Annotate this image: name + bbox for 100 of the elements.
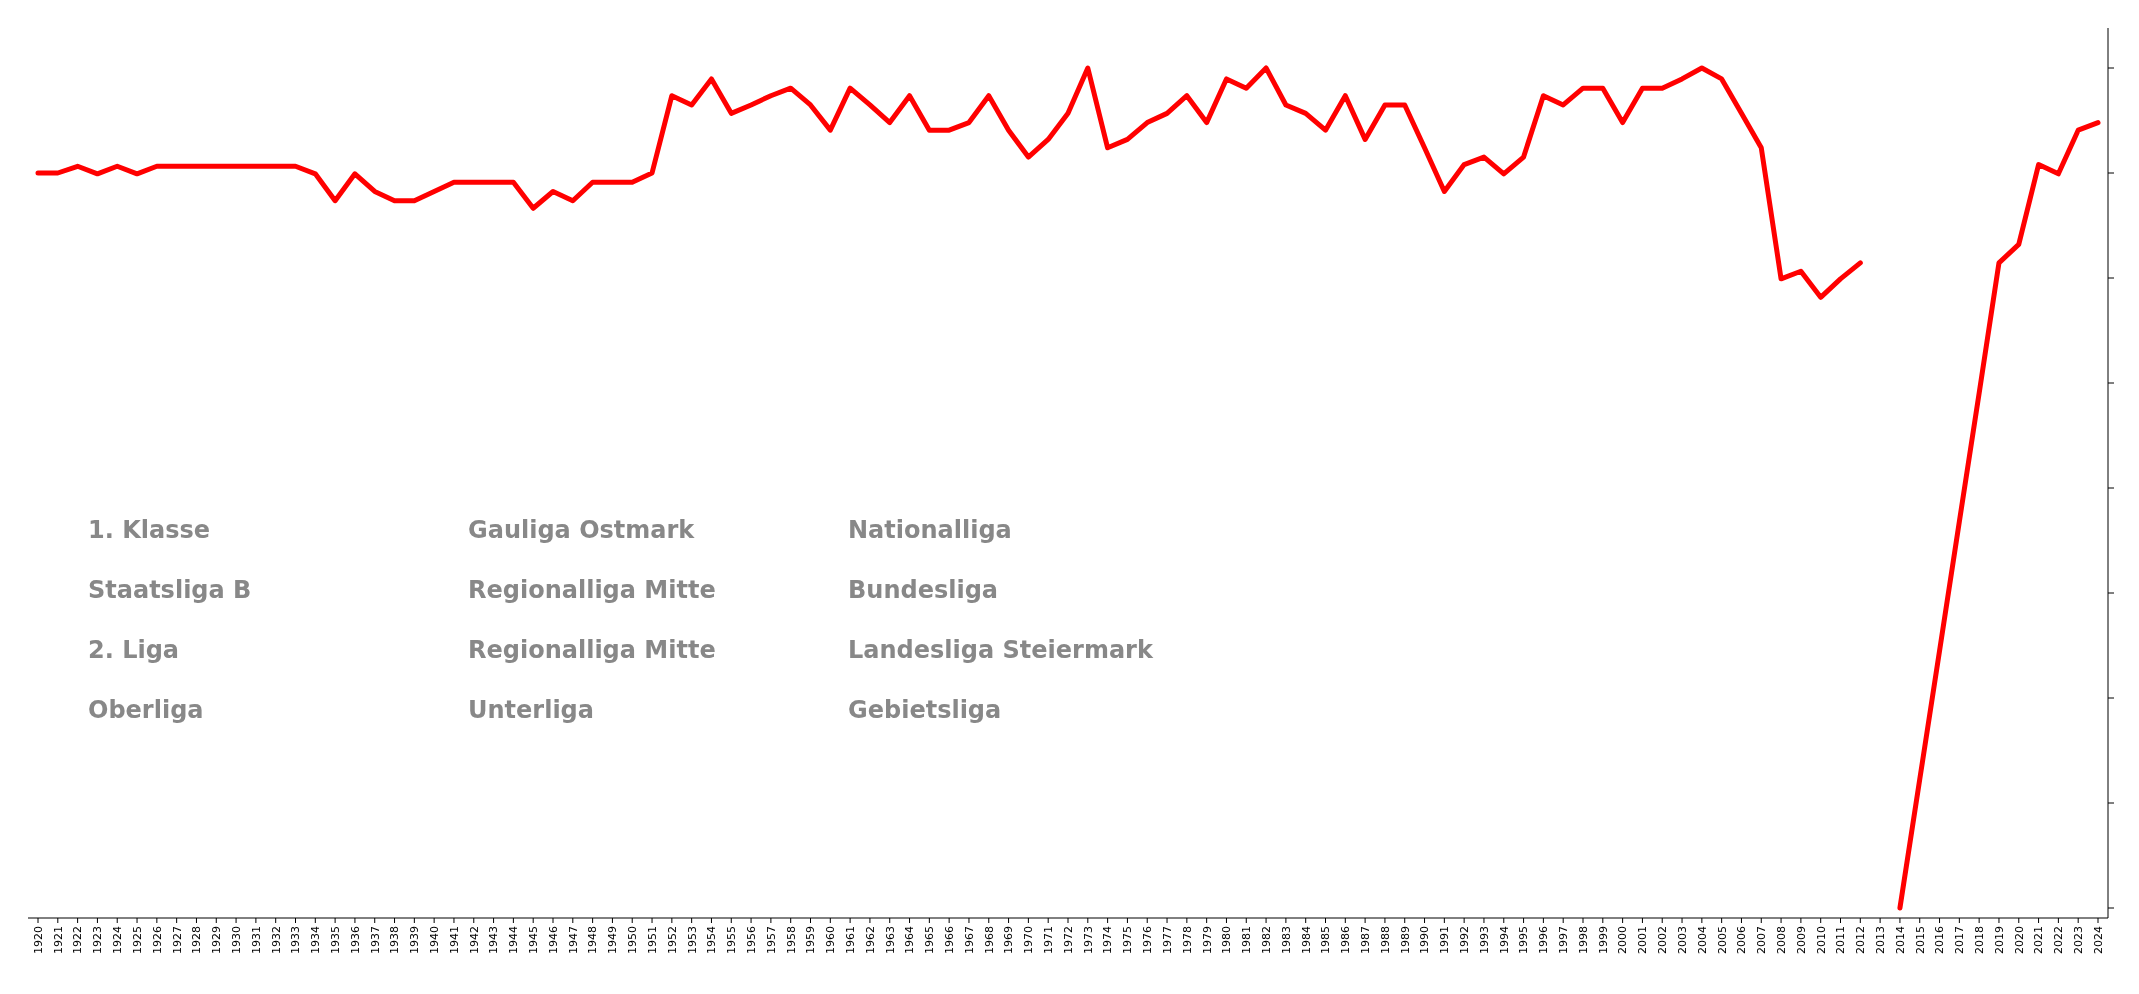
annotation: Unterliga	[468, 696, 594, 724]
x-tick-label: 1946	[546, 926, 560, 954]
x-tick-label: 1940	[428, 926, 441, 954]
x-tick-label: 1983	[1279, 926, 1293, 954]
x-tick-label: 1933	[289, 926, 303, 954]
x-tick-label: 1974	[1101, 926, 1115, 954]
x-tick-label: 1951	[645, 926, 659, 954]
annotation: Gauliga Ostmark	[468, 516, 696, 544]
x-tick-label: 1978	[1180, 926, 1194, 954]
x-tick-label: 1985	[1319, 926, 1333, 954]
x-tick-label: 2014	[1893, 926, 1907, 954]
x-tick-label: 1928	[190, 926, 204, 954]
x-tick-label: 1969	[1002, 926, 1016, 954]
x-tick-label: 1942	[467, 926, 481, 954]
x-tick-label: 1947	[566, 926, 580, 954]
x-tick-label: 1984	[1299, 926, 1313, 954]
x-tick-label: 1939	[408, 926, 422, 954]
x-tick-label: 1968	[982, 926, 996, 954]
x-tick-label: 1954	[705, 926, 719, 954]
x-tick-label: 1957	[764, 926, 778, 954]
x-tick-label: 1938	[388, 926, 402, 954]
x-tick-label: 1976	[1141, 926, 1155, 954]
annotation: Oberliga	[88, 696, 204, 724]
x-tick-label: 2007	[1755, 926, 1769, 954]
x-tick-label: 1992	[1458, 926, 1471, 954]
x-tick-label: 1965	[923, 926, 937, 954]
annotation: Staatsliga B	[88, 576, 252, 604]
x-tick-label: 1989	[1398, 926, 1412, 954]
x-tick-label: 1982	[1259, 926, 1273, 954]
annotation: 2. Liga	[88, 636, 180, 664]
x-tick-label: 1972	[1061, 926, 1075, 954]
x-tick-label: 1925	[130, 926, 144, 954]
x-tick-label: 1988	[1378, 926, 1392, 954]
x-tick-label: 2006	[1735, 926, 1749, 954]
x-tick-label: 2010	[1814, 926, 1828, 954]
x-tick-label: 1931	[249, 926, 263, 954]
x-tick-label: 2017	[1953, 926, 1967, 954]
x-tick-label: 1986	[1339, 926, 1353, 954]
x-tick-label: 2004	[1695, 926, 1709, 954]
x-tick-label: 2019	[1992, 926, 2006, 954]
x-tick-label: 1981	[1240, 926, 1254, 954]
x-tick-label: 1958	[784, 926, 798, 954]
x-tick-label: 1970	[1022, 926, 1036, 954]
x-tick-label: 2024	[2091, 926, 2105, 954]
x-tick-label: 1935	[328, 926, 342, 954]
x-tick-label: 1943	[487, 926, 501, 954]
x-tick-label: 1971	[1042, 926, 1056, 954]
annotation: Regionalliga Mitte	[468, 576, 716, 604]
x-tick-label: 1964	[903, 926, 917, 954]
annotation: Regionalliga Mitte	[468, 636, 716, 664]
x-tick-label: 1941	[447, 926, 461, 954]
x-tick-label: 2023	[2072, 926, 2086, 954]
x-tick-label: 1922	[71, 926, 85, 954]
annotation: 1. Klasse	[88, 516, 211, 544]
x-tick-label: 1966	[943, 926, 956, 954]
x-tick-label: 1990	[1418, 926, 1432, 954]
x-tick-label: 1956	[744, 926, 758, 954]
x-tick-label: 2001	[1636, 926, 1650, 954]
x-tick-label: 1997	[1557, 926, 1571, 954]
x-tick-label: 2020	[2012, 926, 2026, 954]
x-tick-label: 1953	[685, 926, 699, 954]
x-tick-label: 2005	[1715, 926, 1729, 954]
annotation: Nationalliga	[848, 516, 1012, 544]
x-tick-label: 1980	[1220, 926, 1234, 954]
x-tick-label: 1924	[111, 926, 125, 954]
x-tick-label: 1994	[1497, 926, 1511, 954]
x-tick-label: 2011	[1834, 926, 1848, 954]
x-tick-label: 1967	[962, 926, 976, 954]
x-tick-label: 2016	[1933, 926, 1947, 954]
x-tick-label: 1944	[507, 926, 521, 954]
x-tick-label: 2013	[1873, 926, 1887, 954]
x-tick-label: 1934	[309, 926, 323, 954]
x-tick-label: 1995	[1517, 926, 1531, 954]
x-tick-label: 1937	[368, 926, 382, 954]
x-tick-label: 1977	[1160, 926, 1174, 954]
x-tick-label: 2012	[1854, 926, 1868, 954]
x-tick-label: 1987	[1358, 926, 1372, 954]
x-tick-label: 1949	[606, 926, 620, 954]
x-tick-label: 2015	[1913, 926, 1927, 954]
x-tick-label: 1963	[883, 926, 897, 954]
x-tick-label: 1945	[527, 926, 541, 954]
x-tick-label: 1999	[1596, 926, 1610, 954]
annotation: Bundesliga	[848, 576, 999, 604]
x-tick-label: 1926	[150, 926, 164, 954]
annotation: Landesliga Steiermark	[848, 636, 1154, 664]
x-tick-label: 1973	[1081, 926, 1095, 954]
x-tick-label: 1920	[31, 926, 45, 954]
x-tick-label: 1948	[586, 926, 600, 954]
x-tick-label: 1950	[626, 926, 640, 954]
x-tick-label: 2000	[1616, 926, 1630, 954]
annotation: Gebietsliga	[848, 696, 1002, 724]
x-tick-label: 2022	[2052, 926, 2066, 954]
x-tick-label: 1936	[348, 926, 362, 954]
x-tick-label: 1975	[1121, 926, 1135, 954]
x-tick-label: 1959	[804, 926, 818, 954]
x-tick-label: 2009	[1794, 926, 1808, 954]
x-tick-label: 2003	[1675, 926, 1689, 954]
x-tick-label: 1961	[843, 926, 857, 954]
x-tick-label: 1962	[863, 926, 877, 954]
x-tick-label: 2018	[1973, 926, 1986, 954]
